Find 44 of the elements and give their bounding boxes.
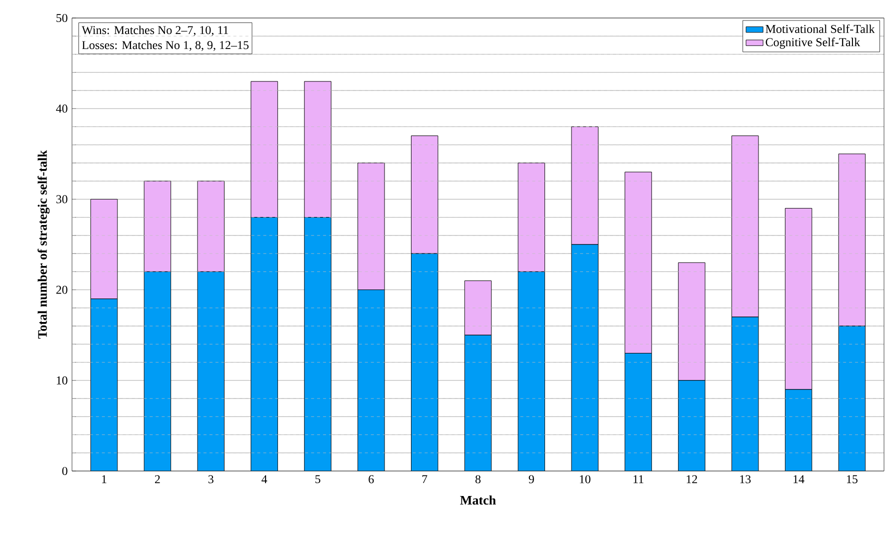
x-tick-label: 2 xyxy=(155,475,160,484)
bar xyxy=(464,280,492,336)
bar xyxy=(838,326,866,471)
x-tick-label: 5 xyxy=(315,475,320,484)
bar xyxy=(784,389,812,471)
x-tick-label: 3 xyxy=(208,475,214,484)
x-tick-label: 7 xyxy=(422,475,428,484)
y-tick-label: 50 xyxy=(56,14,68,22)
x-tick-label: 4 xyxy=(262,475,268,484)
bar xyxy=(197,271,224,471)
y-tick-label: 0 xyxy=(62,466,68,476)
y-tick-label: 30 xyxy=(56,195,68,204)
bar xyxy=(410,253,438,471)
bar xyxy=(144,271,172,471)
x-tick-label: 13 xyxy=(740,475,751,484)
bar xyxy=(518,271,546,471)
y-tick-label: 40 xyxy=(56,104,68,113)
annotation: Wins: Matches No 2–7, 10, 11 xyxy=(82,26,228,36)
y-tick-label: 10 xyxy=(56,376,68,384)
bar xyxy=(678,262,706,381)
x-tick-label: 8 xyxy=(475,475,481,484)
bar xyxy=(732,316,759,471)
bar xyxy=(250,217,278,471)
x-tick-label: 11 xyxy=(634,475,644,484)
x-tick-label: 1 xyxy=(102,475,106,484)
bar xyxy=(464,334,492,471)
x-tick-label: 6 xyxy=(368,475,374,484)
x-tick-label: 14 xyxy=(794,475,804,484)
bar xyxy=(358,290,385,471)
x-tick-label: 9 xyxy=(528,475,534,484)
legend-label: Cognitive Self-Talk xyxy=(766,38,860,49)
bar xyxy=(90,298,118,471)
bar xyxy=(571,244,598,471)
x-axis-title: Match xyxy=(460,496,496,505)
x-tick-label: 15 xyxy=(847,475,858,484)
y-axis-title: Total number of strategic self-talk xyxy=(38,150,50,339)
x-tick-label: 12 xyxy=(686,475,698,484)
bar xyxy=(304,217,332,471)
bar xyxy=(678,380,706,471)
legend-label: Motivational Self-Talk xyxy=(766,24,875,34)
y-tick-label: 20 xyxy=(56,286,68,294)
x-tick-label: 10 xyxy=(580,475,590,484)
bar xyxy=(624,352,652,471)
annotation: Losses: Matches No 1, 8, 9, 12–15 xyxy=(82,40,249,51)
